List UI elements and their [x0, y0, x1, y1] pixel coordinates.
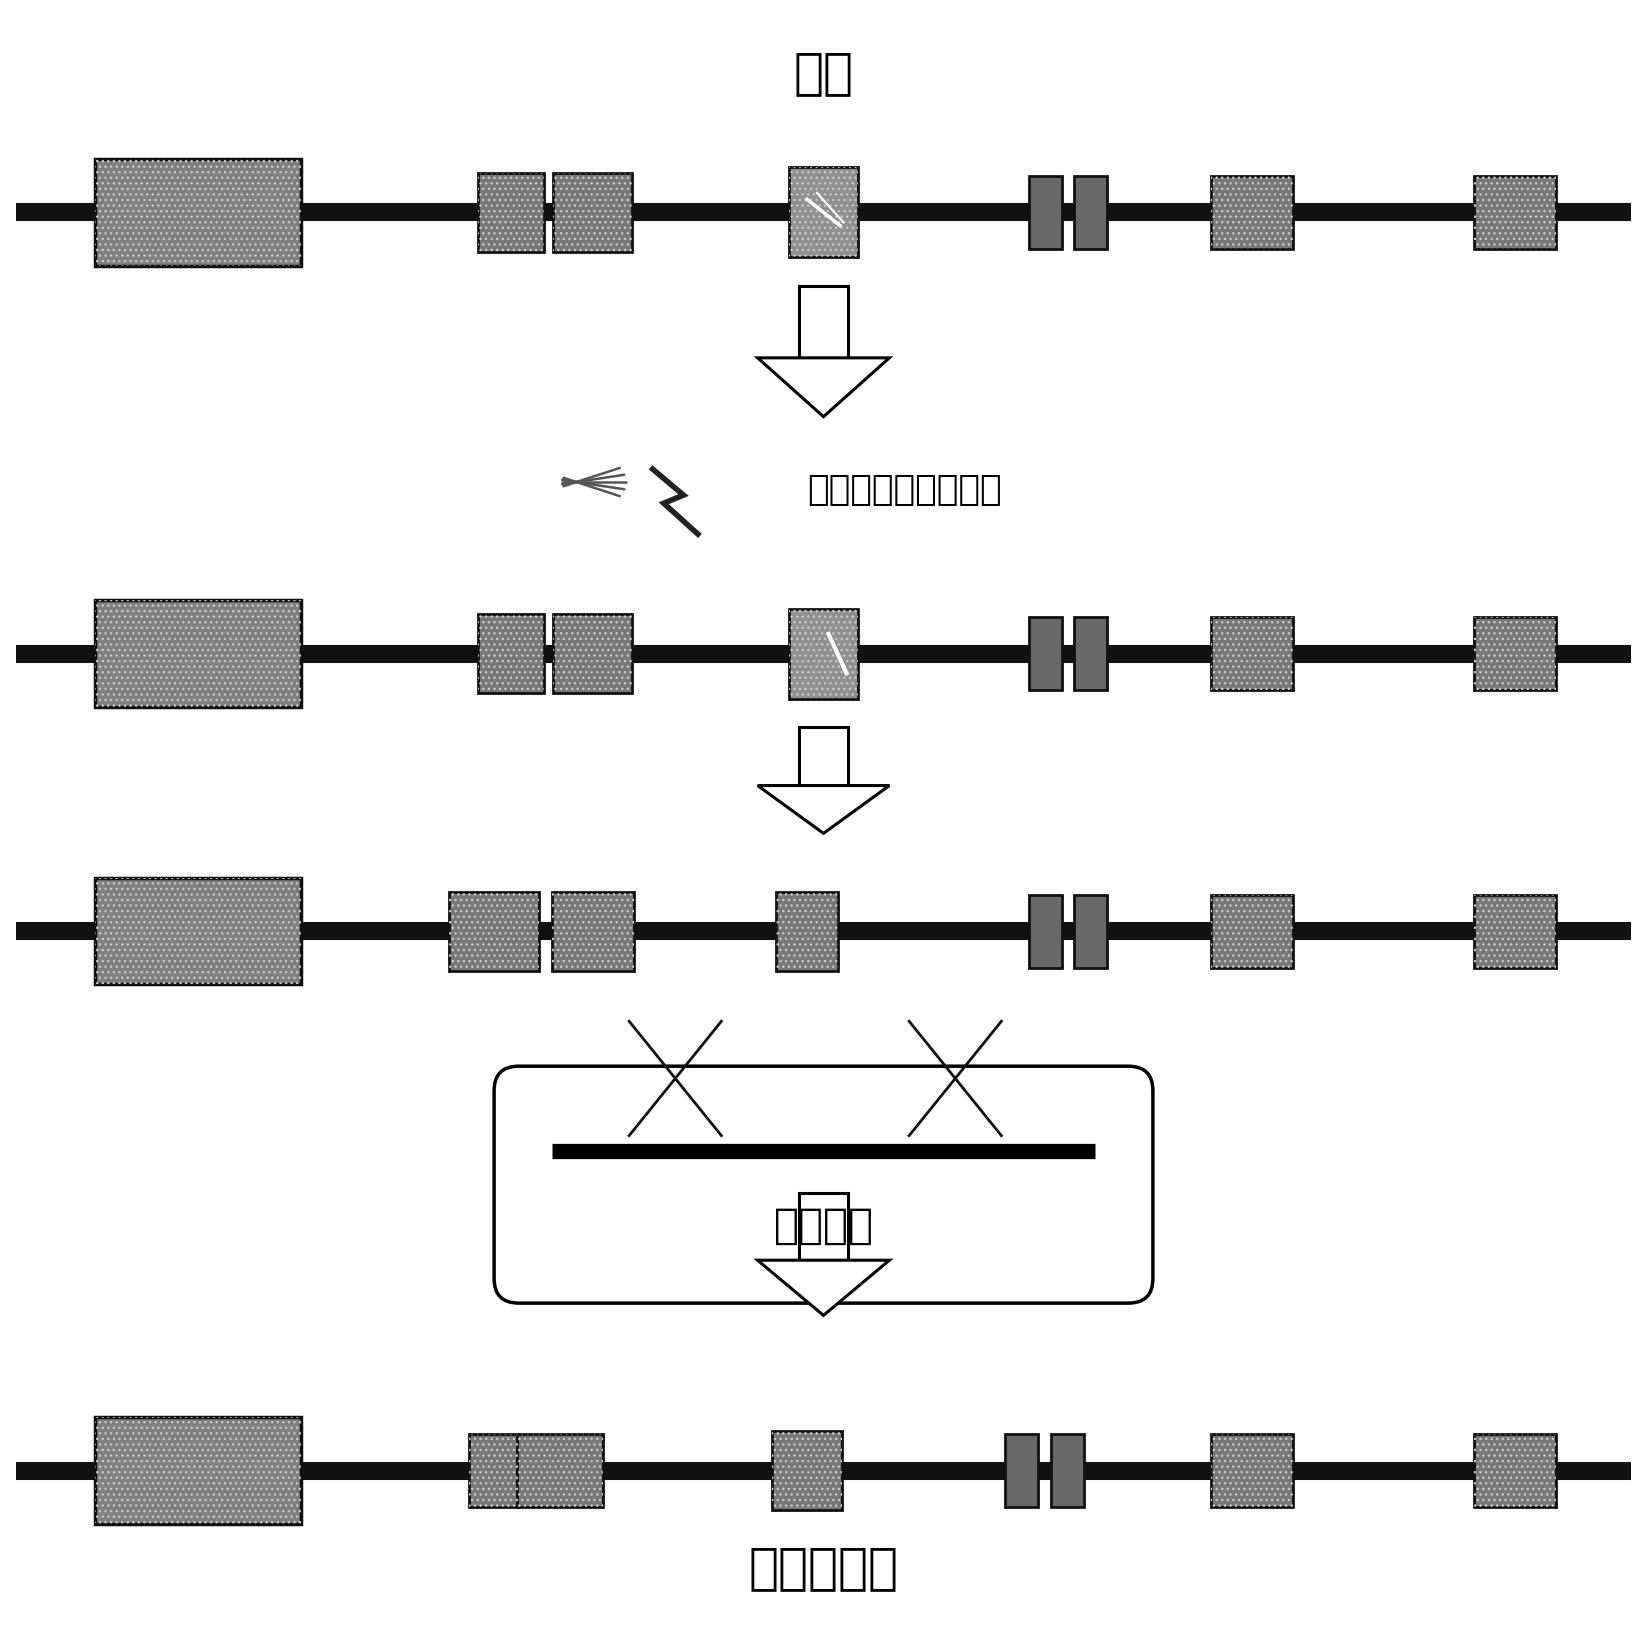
Text: 修正的基因: 修正的基因: [748, 1544, 899, 1593]
Bar: [517, 1435, 603, 1507]
Bar: [94, 600, 300, 708]
Bar: [1211, 618, 1293, 691]
Bar: [552, 892, 634, 971]
Polygon shape: [758, 1260, 889, 1315]
Polygon shape: [758, 358, 889, 417]
Bar: [776, 892, 838, 971]
Bar: [94, 879, 300, 984]
Bar: [789, 168, 858, 258]
Bar: [1211, 176, 1293, 250]
Bar: [1211, 1435, 1293, 1507]
Bar: [1474, 1435, 1556, 1507]
Bar: [1211, 618, 1293, 691]
Text: 修复基体: 修复基体: [774, 1204, 873, 1247]
Bar: [772, 1431, 842, 1510]
Bar: [94, 879, 300, 984]
Bar: [799, 1193, 848, 1260]
Bar: [1211, 895, 1293, 967]
Bar: [789, 609, 858, 699]
Bar: [1029, 895, 1062, 967]
Bar: [553, 614, 632, 693]
Bar: [478, 173, 544, 252]
Bar: [1029, 618, 1062, 691]
Bar: [1474, 618, 1556, 691]
Bar: [1474, 176, 1556, 250]
Bar: [789, 168, 858, 258]
Bar: [469, 1435, 519, 1507]
Bar: [94, 158, 300, 265]
Bar: [478, 614, 544, 693]
Bar: [746, 1105, 870, 1190]
Bar: [1474, 1435, 1556, 1507]
Polygon shape: [758, 786, 889, 833]
Bar: [517, 1435, 603, 1507]
Bar: [1051, 1435, 1084, 1507]
Bar: [478, 614, 544, 693]
Bar: [94, 158, 300, 265]
Bar: [448, 892, 539, 971]
Bar: [1211, 176, 1293, 250]
Bar: [789, 609, 858, 699]
Bar: [799, 286, 848, 358]
Bar: [1211, 1435, 1293, 1507]
Bar: [776, 892, 838, 971]
Bar: [469, 1435, 519, 1507]
FancyBboxPatch shape: [494, 1067, 1153, 1304]
Bar: [553, 173, 632, 252]
Bar: [94, 1418, 300, 1523]
Bar: [1074, 176, 1107, 250]
Bar: [94, 600, 300, 708]
Bar: [772, 1431, 842, 1510]
Text: 突变: 突变: [794, 49, 853, 98]
Bar: [1005, 1435, 1038, 1507]
Bar: [478, 173, 544, 252]
Bar: [94, 1418, 300, 1523]
Bar: [553, 173, 632, 252]
Bar: [1474, 176, 1556, 250]
Bar: [1474, 895, 1556, 967]
Bar: [1074, 895, 1107, 967]
Bar: [1474, 895, 1556, 967]
Bar: [1211, 895, 1293, 967]
Bar: [746, 1105, 870, 1190]
Bar: [1474, 618, 1556, 691]
Text: 用大范围核酸酶切割: 用大范围核酸酶切割: [807, 474, 1001, 507]
Bar: [799, 727, 848, 786]
Bar: [553, 614, 632, 693]
Bar: [1029, 176, 1062, 250]
Bar: [448, 892, 539, 971]
Bar: [552, 892, 634, 971]
Bar: [1074, 618, 1107, 691]
